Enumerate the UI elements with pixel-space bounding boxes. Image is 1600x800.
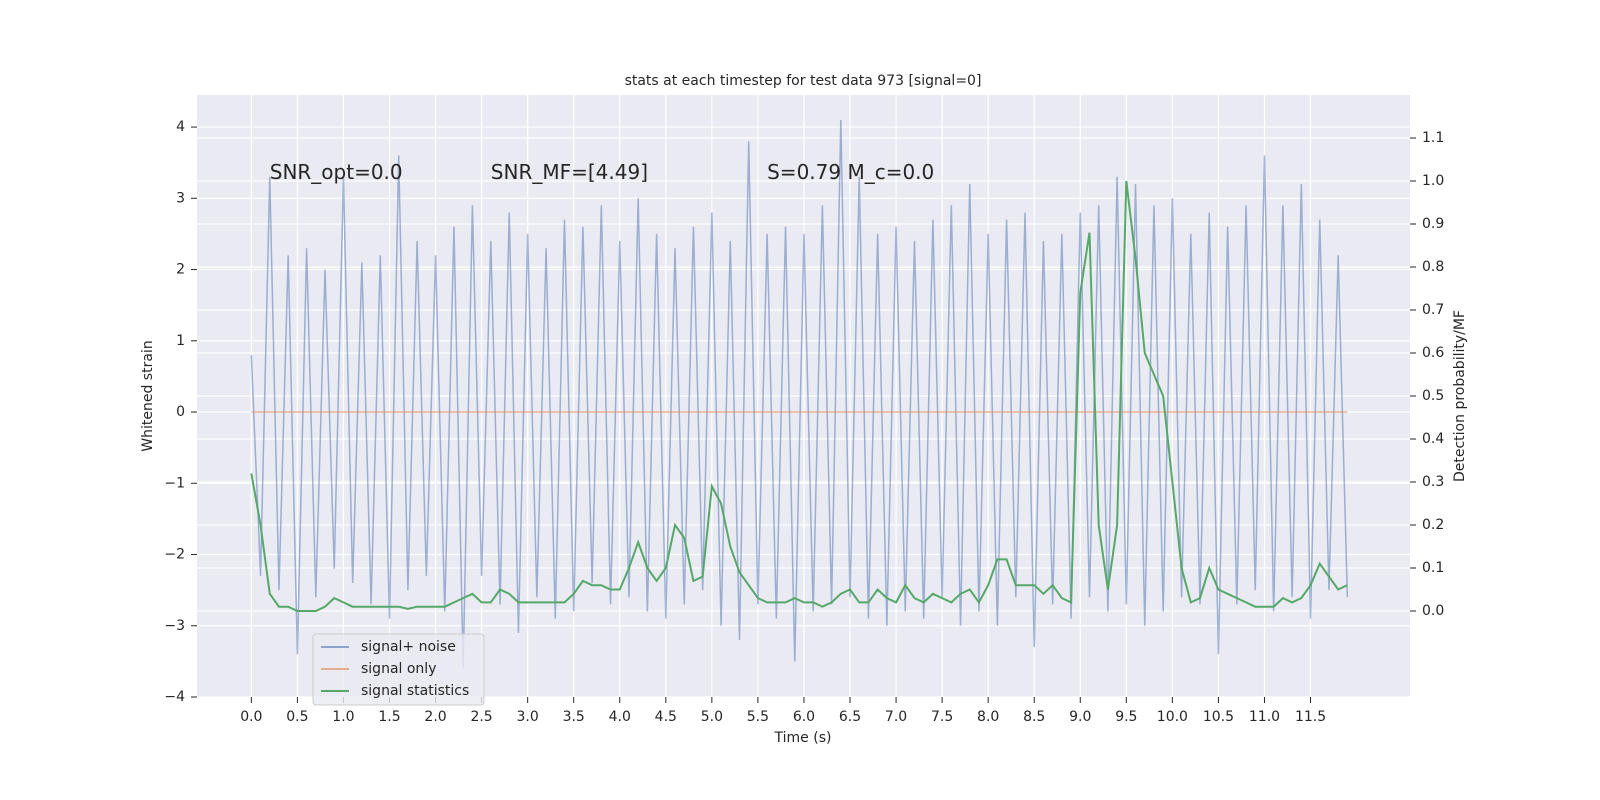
x-tick-label: 8.0: [977, 709, 999, 725]
x-tick-label: 9.5: [1115, 709, 1137, 725]
y2-tick-label: 0.0: [1422, 603, 1444, 619]
y2-tick-label: 0.7: [1422, 302, 1444, 318]
x-tick-label: 8.5: [1023, 709, 1045, 725]
x-tick-label: 6.5: [839, 709, 861, 725]
chart-title: stats at each timestep for test data 973…: [625, 73, 982, 89]
x-tick-label: 0.0: [240, 709, 262, 725]
x-tick-label: 11.0: [1249, 709, 1280, 725]
legend-label: signal statistics: [361, 683, 469, 699]
series-line: [250, 180, 1348, 612]
x-tick-label: 9.0: [1069, 709, 1091, 725]
x-tick-label: 5.5: [747, 709, 769, 725]
y-tick-label: 3: [176, 190, 185, 206]
x-tick-label: 11.5: [1295, 709, 1326, 725]
y-axis-label: Whitened strain: [140, 340, 156, 451]
series-line: [250, 119, 1349, 669]
y-tick-label: 1: [176, 333, 185, 349]
x-tick-label: 10.5: [1203, 709, 1234, 725]
y-tick-label: 4: [176, 119, 185, 135]
x-tick-label: 10.0: [1157, 709, 1188, 725]
legend-label: signal only: [361, 661, 436, 677]
y-tick-label: −3: [164, 618, 185, 634]
annotation: S=0.79 M_c=0.0: [767, 160, 934, 184]
x-tick-label: 2.0: [424, 709, 446, 725]
x-tick-label: 3.5: [563, 709, 585, 725]
y-tick-label: −1: [164, 475, 185, 491]
y2-tick-label: 0.3: [1422, 474, 1444, 490]
x-tick-label: 7.5: [931, 709, 953, 725]
x-tick-label: 4.0: [609, 709, 631, 725]
y-tick-label: −2: [164, 547, 185, 563]
x-tick-label: 4.5: [655, 709, 677, 725]
y2-tick-label: 0.1: [1422, 560, 1444, 576]
x-tick-label: 5.0: [701, 709, 723, 725]
y2-tick-label: 1.1: [1422, 130, 1444, 146]
y2-tick-label: 0.9: [1422, 216, 1444, 232]
x-tick-label: 7.0: [885, 709, 907, 725]
y-tick-label: −4: [164, 689, 185, 705]
x-tick-label: 3.0: [517, 709, 539, 725]
y2-axis-label: Detection probability/MF: [1452, 310, 1468, 482]
x-tick-label: 0.5: [286, 709, 308, 725]
y2-tick-label: 0.8: [1422, 259, 1444, 275]
x-tick-label: 1.5: [378, 709, 400, 725]
y2-tick-label: 0.5: [1422, 388, 1444, 404]
y2-tick-label: 0.4: [1422, 431, 1444, 447]
y2-tick-label: 0.2: [1422, 517, 1444, 533]
y-tick-label: 0: [176, 404, 185, 420]
y-tick-label: 2: [176, 262, 185, 278]
annotation: SNR_MF=[4.49]: [491, 160, 648, 184]
legend-label: signal+ noise: [361, 639, 456, 655]
x-axis-label: Time (s): [774, 730, 832, 746]
x-tick-label: 6.0: [793, 709, 815, 725]
legend-box: [312, 633, 485, 706]
x-tick-label: 2.5: [470, 709, 492, 725]
x-tick-label: 1.0: [332, 709, 354, 725]
y2-tick-label: 1.0: [1422, 173, 1444, 189]
y2-tick-label: 0.6: [1422, 345, 1444, 361]
annotation: SNR_opt=0.0: [270, 160, 403, 184]
